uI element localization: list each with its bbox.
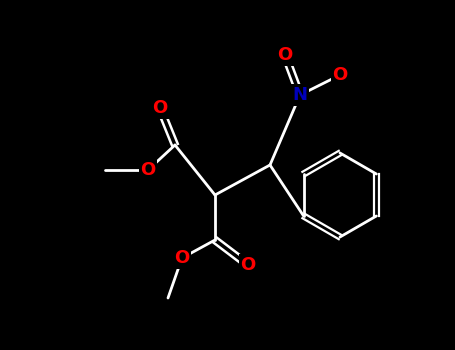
Text: O: O <box>152 99 167 117</box>
Text: O: O <box>240 256 256 274</box>
Text: O: O <box>174 249 190 267</box>
Text: O: O <box>141 161 156 179</box>
Text: O: O <box>332 66 348 84</box>
Text: O: O <box>278 46 293 64</box>
Text: N: N <box>293 86 308 104</box>
